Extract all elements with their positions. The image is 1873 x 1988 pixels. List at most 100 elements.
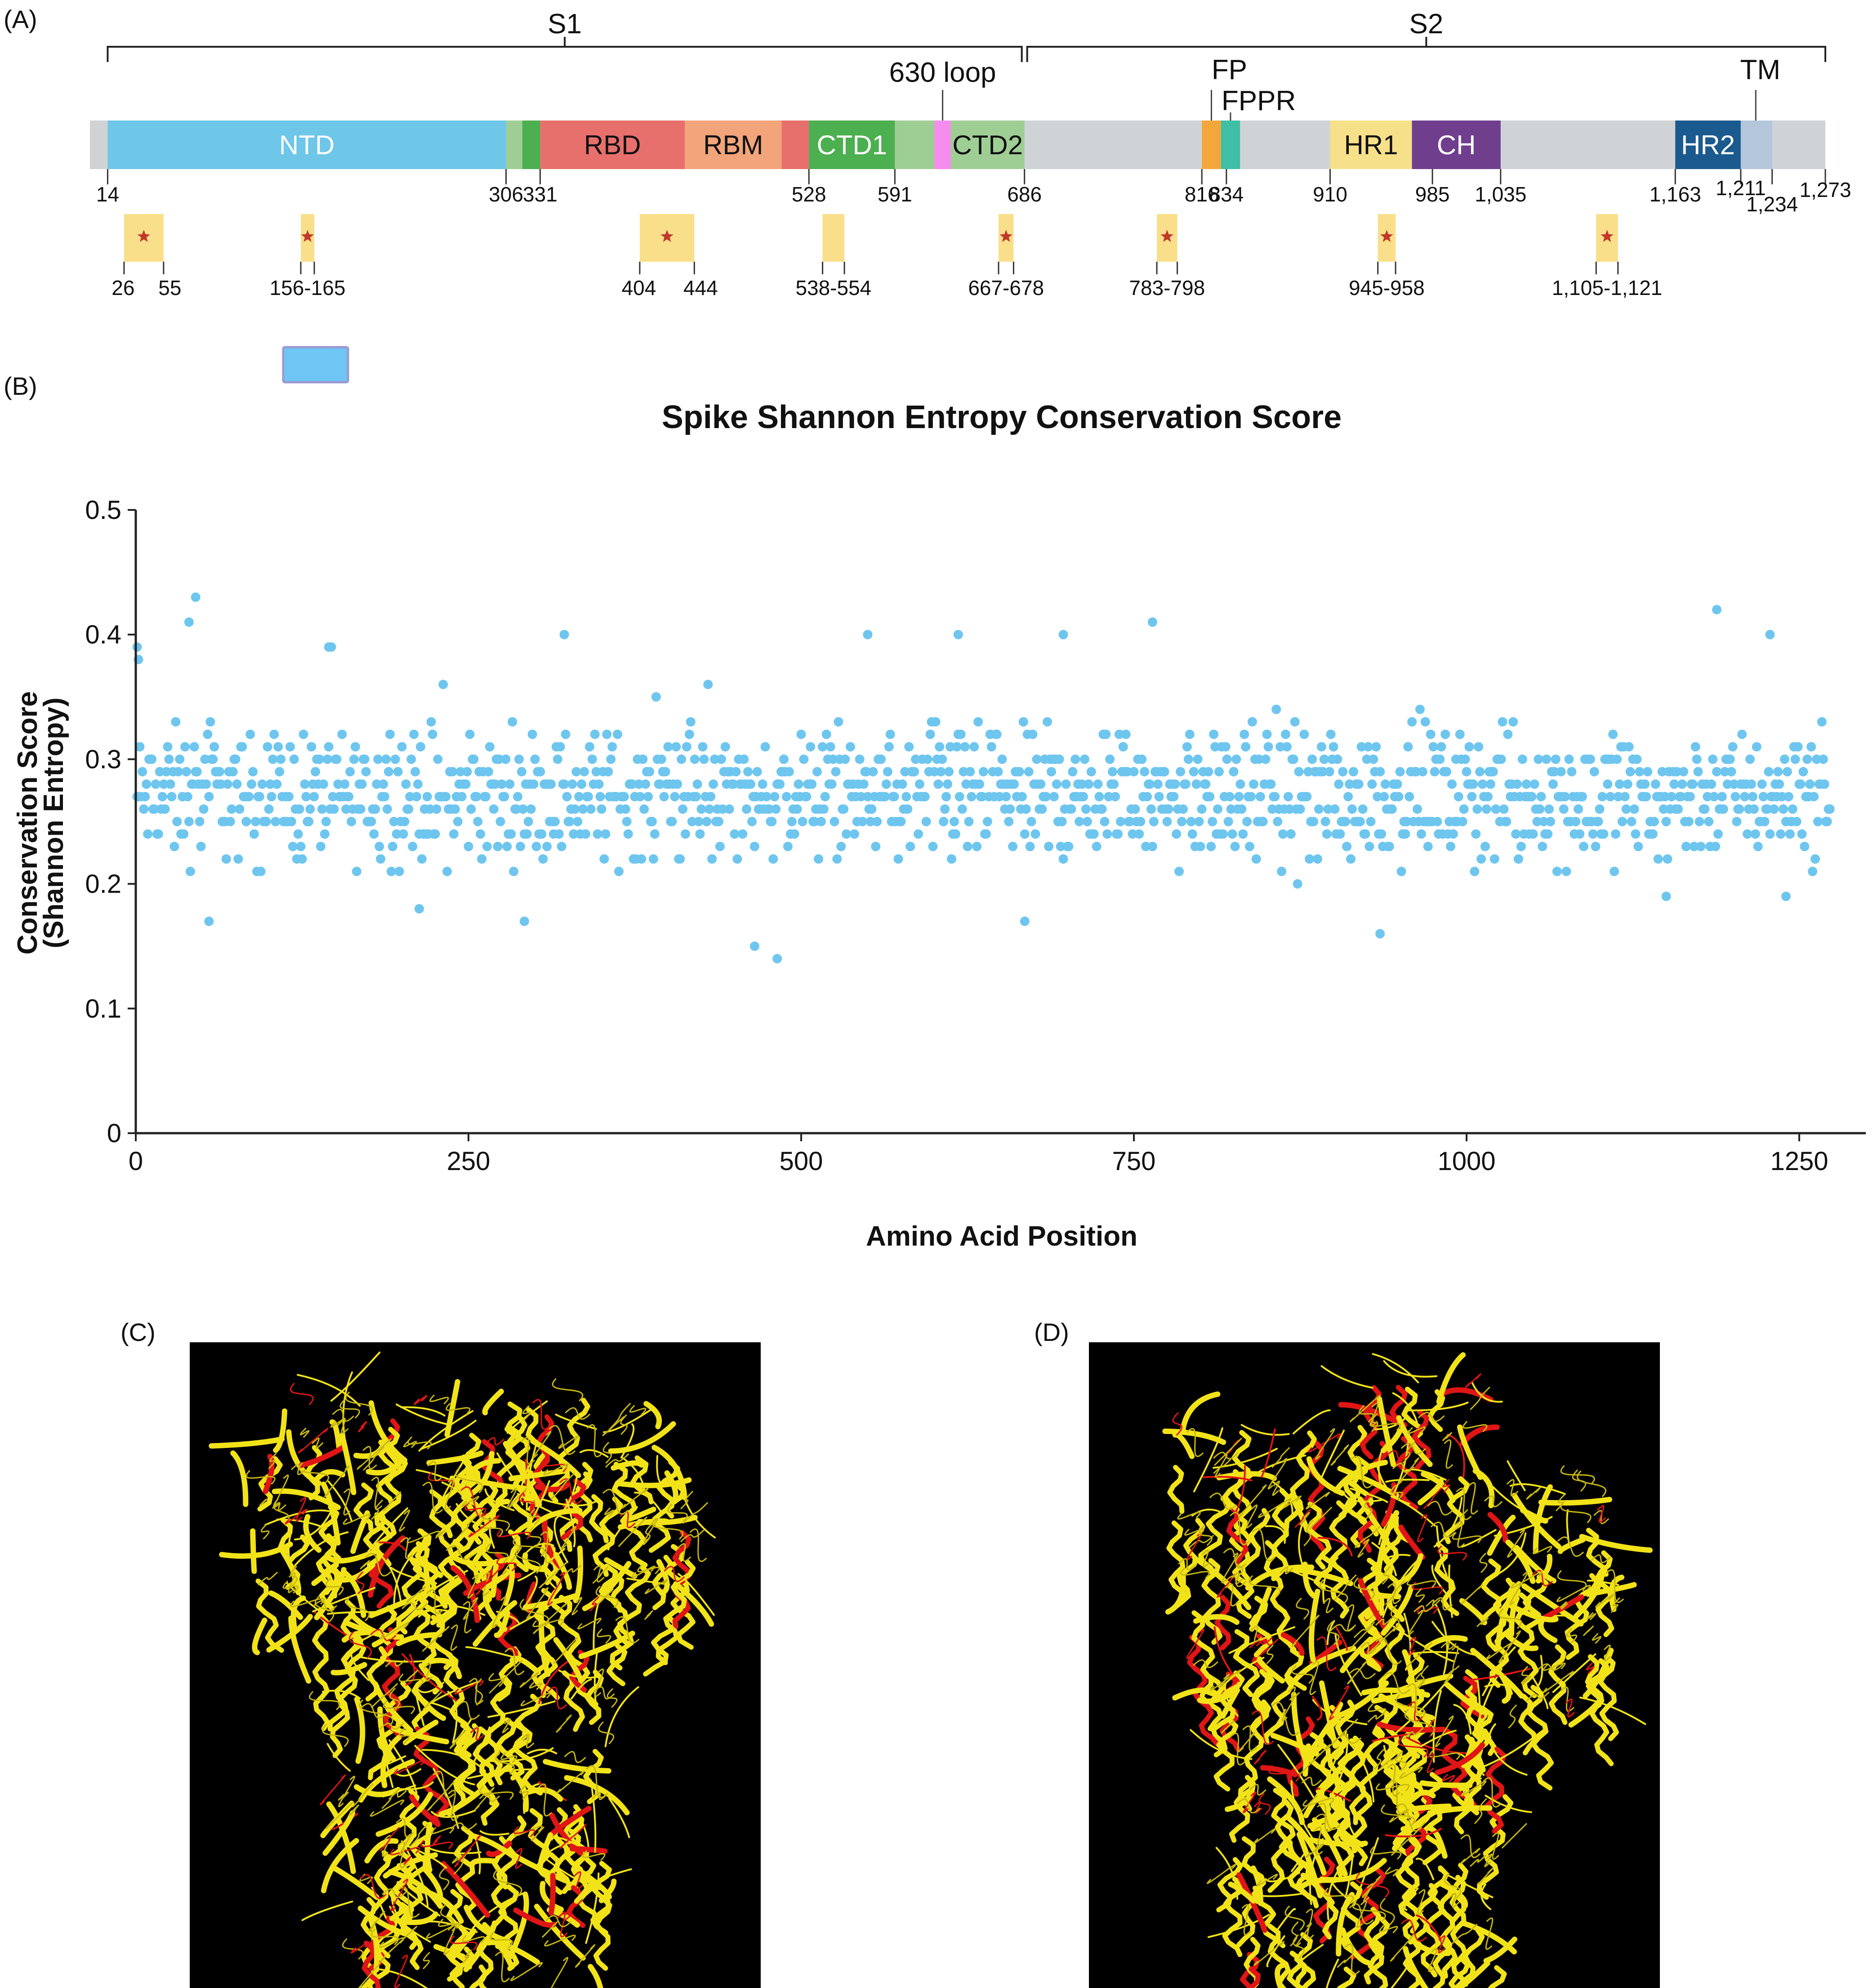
data-point	[691, 792, 701, 802]
panel-c-label: (C)	[120, 1318, 156, 1346]
loop	[565, 1407, 591, 1420]
data-point	[1394, 792, 1404, 802]
strand	[1579, 1534, 1653, 1553]
loop	[1407, 1701, 1423, 1722]
loop	[420, 1840, 453, 1850]
loop	[1404, 1708, 1435, 1736]
loop	[1451, 1645, 1460, 1671]
data-point	[1447, 779, 1457, 789]
data-point	[1369, 754, 1378, 764]
data-point	[1717, 792, 1727, 802]
strand	[1440, 1881, 1468, 1909]
data-point	[1629, 804, 1639, 814]
helix	[589, 1494, 609, 1543]
position-label: 1,035	[1475, 183, 1526, 206]
strand	[553, 1518, 569, 1564]
loop	[509, 1488, 527, 1507]
data-point	[296, 841, 306, 851]
data-point	[204, 792, 214, 802]
data-point	[254, 792, 264, 802]
loop	[1367, 1711, 1385, 1723]
strand	[1398, 1524, 1426, 1560]
loop	[259, 1498, 268, 1506]
loop	[621, 1488, 649, 1509]
loop	[413, 1395, 428, 1405]
data-point	[309, 792, 319, 802]
strand	[353, 1784, 401, 1797]
data-point	[802, 792, 812, 802]
data-point	[1121, 729, 1131, 739]
loop	[1543, 1671, 1574, 1693]
loop	[383, 1491, 401, 1511]
loop	[1350, 1394, 1381, 1422]
data-point	[216, 779, 226, 789]
helix	[413, 1608, 443, 1695]
data-point	[1432, 817, 1442, 826]
data-point	[203, 729, 213, 739]
loop	[474, 1787, 495, 1810]
loop	[1442, 1479, 1450, 1493]
data-point	[1574, 804, 1583, 814]
strand	[441, 1861, 491, 1918]
strand	[1447, 1434, 1465, 1478]
y-tick-label: 0.3	[85, 745, 121, 774]
data-point	[1226, 804, 1236, 814]
data-point	[422, 792, 432, 802]
strand	[673, 1581, 714, 1627]
data-point	[1483, 792, 1493, 802]
domain-label: RBD	[584, 130, 641, 160]
data-point	[1208, 817, 1217, 826]
loop	[1363, 1883, 1374, 1902]
data-point	[1488, 767, 1498, 777]
data-point	[1110, 792, 1120, 802]
data-point	[241, 817, 251, 826]
strand	[301, 1900, 353, 1921]
data-point	[1704, 817, 1714, 826]
data-point	[1134, 829, 1144, 839]
loop	[513, 1536, 545, 1557]
data-point	[1017, 792, 1027, 802]
data-point	[1684, 817, 1694, 826]
loop	[479, 1519, 503, 1538]
data-point	[952, 742, 962, 752]
data-point	[405, 792, 415, 802]
data-point	[286, 817, 296, 826]
strand	[1509, 1483, 1566, 1495]
strand	[230, 1450, 249, 1507]
data-point	[1749, 804, 1759, 814]
data-point	[1041, 792, 1051, 802]
strand	[467, 1768, 531, 1779]
strand	[1277, 1908, 1296, 1930]
data-point	[1358, 804, 1368, 814]
data-point	[397, 742, 407, 752]
loop	[1508, 1704, 1517, 1729]
loop	[299, 1427, 310, 1438]
strand	[541, 1498, 598, 1506]
loop	[1258, 1498, 1292, 1518]
data-point	[180, 742, 190, 752]
loop	[597, 1628, 611, 1644]
loop	[1380, 1898, 1395, 1925]
loop	[539, 1562, 567, 1589]
strand	[604, 1686, 639, 1747]
data-point	[810, 817, 820, 826]
data-point	[473, 817, 483, 826]
loop	[1417, 1605, 1438, 1614]
loop	[1415, 1588, 1425, 1603]
strand	[1211, 1657, 1265, 1700]
data-point	[345, 767, 355, 777]
data-point	[1608, 729, 1618, 739]
data-point	[1764, 767, 1774, 777]
data-point	[515, 841, 525, 851]
domain-segment	[1412, 121, 1501, 169]
data-point	[1187, 829, 1197, 839]
data-point	[1737, 729, 1747, 739]
data-point	[950, 829, 960, 839]
data-point	[1793, 742, 1803, 752]
strand	[1342, 1736, 1375, 1803]
callout-label: 630 loop	[889, 57, 996, 88]
data-point	[401, 779, 411, 789]
data-point	[1729, 779, 1739, 789]
loop	[428, 1471, 455, 1489]
data-point	[1476, 854, 1486, 864]
